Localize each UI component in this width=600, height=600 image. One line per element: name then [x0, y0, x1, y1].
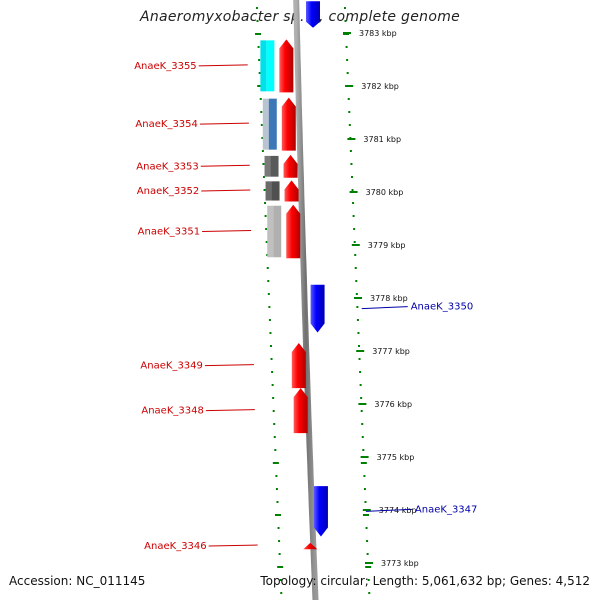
gene-label[interactable]: AnaeK_3351 [138, 226, 200, 237]
gene-anaek_3350[interactable] [310, 284, 325, 333]
gene-label[interactable]: AnaeK_3354 [135, 119, 197, 130]
annotation-block [260, 40, 267, 92]
gene-arrow[interactable] [313, 486, 328, 537]
gene-anaek_3346[interactable] [303, 542, 318, 550]
gene-features [279, 1, 328, 550]
gene-label[interactable]: AnaeK_3347 [415, 504, 477, 515]
kbp-tick-label: 3782 kbp [361, 82, 399, 91]
annotation-block [270, 155, 279, 177]
backbone [293, 0, 319, 600]
gene-arrow[interactable] [303, 542, 318, 550]
backbone-line [293, 0, 319, 600]
gene-anaek_3349[interactable] [291, 343, 306, 389]
kbp-tick-label: 3779 kbp [368, 241, 406, 250]
gene-label[interactable]: AnaeK_3355 [134, 61, 196, 72]
kbp-tick-label: 3778 kbp [370, 294, 408, 303]
kbp-tick-label: 3780 kbp [366, 188, 404, 197]
kbp-tick-label: 3781 kbp [363, 135, 401, 144]
gene-anaek_3351[interactable] [286, 204, 301, 259]
gene-label[interactable]: AnaeK_3350 [411, 302, 473, 313]
annotation-block [268, 98, 277, 150]
annotation-block [264, 155, 271, 177]
accession-text: Accession: NC_011145 [9, 574, 146, 588]
summary-text: Topology: circular; Length: 5,061,632 bp… [260, 574, 590, 588]
gene-arrow[interactable] [281, 97, 296, 151]
kbp-tick-label: 3773 kbp [381, 559, 419, 568]
gene-labels: AnaeK_3355 AnaeK_3354 AnaeK_3353 AnaeK_3352… [134, 61, 477, 552]
gene-label[interactable]: AnaeK_3353 [136, 161, 198, 172]
gene-label[interactable]: AnaeK_3349 [140, 361, 202, 372]
annotation-block [266, 40, 275, 92]
gene-label[interactable]: AnaeK_3348 [141, 406, 203, 417]
annotation-block [265, 181, 272, 201]
annotation-block [267, 205, 274, 258]
gene-label[interactable]: AnaeK_3346 [144, 541, 206, 552]
map-title: Anaeromyxobacter sp. K, complete genome [139, 9, 461, 25]
gene-arrow[interactable] [286, 204, 301, 259]
gene-anaek_3354[interactable] [281, 97, 296, 151]
kbp-tick-label: 3775 kbp [377, 453, 415, 462]
gene-anaek_3355[interactable] [279, 39, 294, 93]
kbp-tick-label: 3776 kbp [374, 400, 412, 409]
annotation-block [262, 98, 269, 150]
gene-arrow[interactable] [306, 1, 320, 28]
kbp-tick-label: 3774 kbp [379, 506, 417, 515]
gene-arrow[interactable] [291, 343, 306, 389]
kbp-tick-label: 3783 kbp [359, 29, 397, 38]
gene-arrow[interactable] [293, 388, 308, 434]
gene-anaek_3348[interactable] [293, 388, 308, 434]
gene-label[interactable]: AnaeK_3352 [137, 186, 199, 197]
scale-ticks: 3783 kbp 3782 kbp 3781 kbp 3780 kbp 3779 kbp… [255, 7, 419, 594]
gene-arrow[interactable] [310, 284, 325, 333]
annotation-blocks [260, 40, 282, 258]
gene-anaek_3347[interactable] [313, 486, 328, 537]
gene-arrow[interactable] [284, 180, 299, 202]
gene-arrow[interactable] [279, 39, 294, 93]
gene-anaek_3352[interactable] [284, 180, 299, 202]
gene-arrow[interactable] [283, 154, 298, 178]
gene-anaek_3353[interactable] [283, 154, 298, 178]
annotation-block [271, 181, 280, 201]
annotation-block [273, 205, 282, 258]
kbp-tick-label: 3777 kbp [372, 347, 410, 356]
